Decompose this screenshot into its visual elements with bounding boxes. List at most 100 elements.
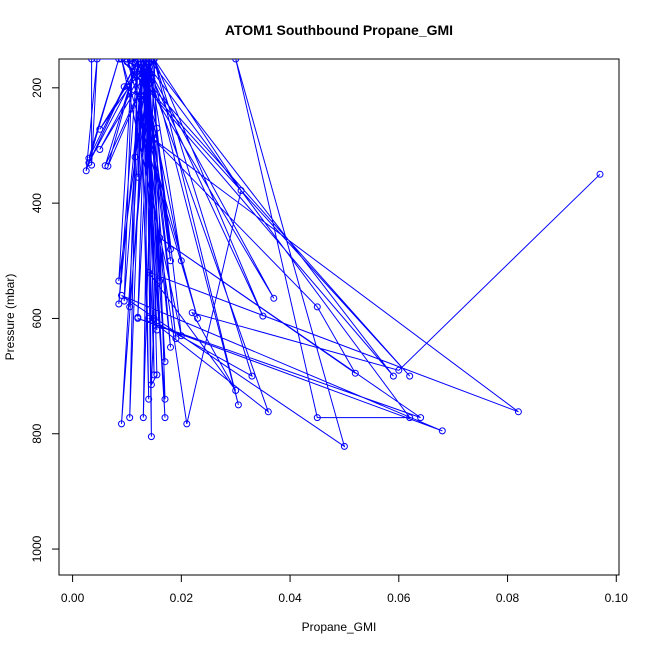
y-tick-label: 800 (30, 423, 44, 443)
data-point (234, 401, 242, 409)
data-point (156, 234, 164, 242)
chart-title: ATOM1 Southbound Propane_GMI (225, 22, 453, 38)
data-point (406, 372, 414, 380)
data-point (417, 414, 425, 422)
data-point (438, 427, 446, 435)
data-point (147, 381, 155, 389)
data-point (101, 162, 109, 170)
data-point (145, 314, 153, 322)
data-point (514, 408, 522, 416)
data-point (123, 59, 131, 66)
x-tick-label: 0.08 (496, 591, 520, 605)
data-point (115, 300, 123, 308)
data-point (118, 291, 125, 299)
data-point (153, 371, 161, 379)
data-point (150, 136, 158, 144)
x-axis-label: Propane_GMI (302, 620, 377, 634)
data-point (150, 314, 158, 322)
data-point (161, 358, 169, 366)
data-point (264, 408, 272, 416)
y-tick-label: 1000 (30, 535, 44, 562)
data-point (126, 303, 134, 311)
data-point (340, 442, 348, 450)
plot-area (82, 59, 604, 450)
data-point (183, 420, 191, 428)
data-point (248, 372, 256, 380)
data-point (115, 277, 123, 285)
x-tick-label: 0.04 (278, 591, 302, 605)
data-point (139, 414, 147, 422)
data-point (270, 294, 278, 302)
data-point (188, 309, 196, 317)
y-tick-label: 400 (30, 193, 44, 213)
x-tick-label: 0.00 (61, 591, 85, 605)
data-point (134, 59, 142, 63)
data-point (104, 162, 112, 170)
data-point (142, 90, 150, 98)
data-point (167, 343, 174, 351)
x-tick-label: 0.06 (387, 591, 411, 605)
data-point (406, 414, 414, 422)
data-point (153, 124, 161, 132)
data-point (131, 153, 139, 161)
data-point (147, 59, 155, 63)
data-point (145, 268, 153, 276)
data-point (237, 187, 245, 194)
data-point (145, 59, 153, 63)
data-point (150, 59, 158, 63)
data-point (389, 372, 397, 380)
data-point (150, 371, 158, 379)
data-point (126, 414, 134, 422)
data-point (177, 257, 185, 265)
data-point (120, 83, 128, 91)
data-point (172, 335, 180, 343)
y-axis: 200 400 600 800 1000 (30, 77, 59, 562)
data-point (351, 369, 359, 377)
data-point (96, 146, 104, 153)
data-point (232, 59, 240, 63)
data-point (395, 366, 403, 374)
data-point (96, 125, 104, 133)
data-point (142, 59, 150, 63)
data-point (85, 154, 93, 162)
data-point (259, 312, 267, 320)
data-point (145, 395, 153, 403)
data-point (123, 59, 131, 63)
plot-frame (58, 58, 620, 576)
data-point (115, 59, 123, 63)
data-point (118, 59, 125, 63)
data-point (177, 332, 185, 340)
data-point (145, 67, 153, 74)
data-point (145, 159, 153, 167)
data-point (167, 245, 174, 253)
y-tick-label: 600 (30, 308, 44, 328)
x-tick-label: 0.10 (605, 591, 629, 605)
data-point (194, 314, 202, 322)
y-axis-label: Pressure (mbar) (3, 274, 17, 361)
data-point (313, 303, 321, 311)
data-point (139, 59, 147, 63)
series-line (85, 59, 601, 448)
data-point (88, 161, 96, 169)
x-tick-label: 0.02 (170, 591, 194, 605)
data-point (167, 257, 174, 265)
data-point (156, 277, 164, 285)
data-point (139, 95, 147, 103)
data-point (137, 59, 145, 63)
data-point (128, 59, 136, 63)
data-point (134, 313, 142, 321)
data-point (232, 387, 240, 394)
x-axis: 0.00 0.02 0.04 0.06 0.08 0.10 (61, 575, 628, 605)
data-point (120, 297, 128, 305)
data-point (161, 395, 169, 403)
data-point (147, 433, 155, 441)
data-point (596, 170, 604, 178)
data-point (161, 414, 169, 422)
data-point (88, 59, 96, 63)
y-tick-label: 200 (30, 77, 44, 97)
data-point (313, 414, 321, 422)
data-point (118, 420, 125, 428)
data-point (153, 326, 161, 334)
data-point (93, 59, 101, 63)
